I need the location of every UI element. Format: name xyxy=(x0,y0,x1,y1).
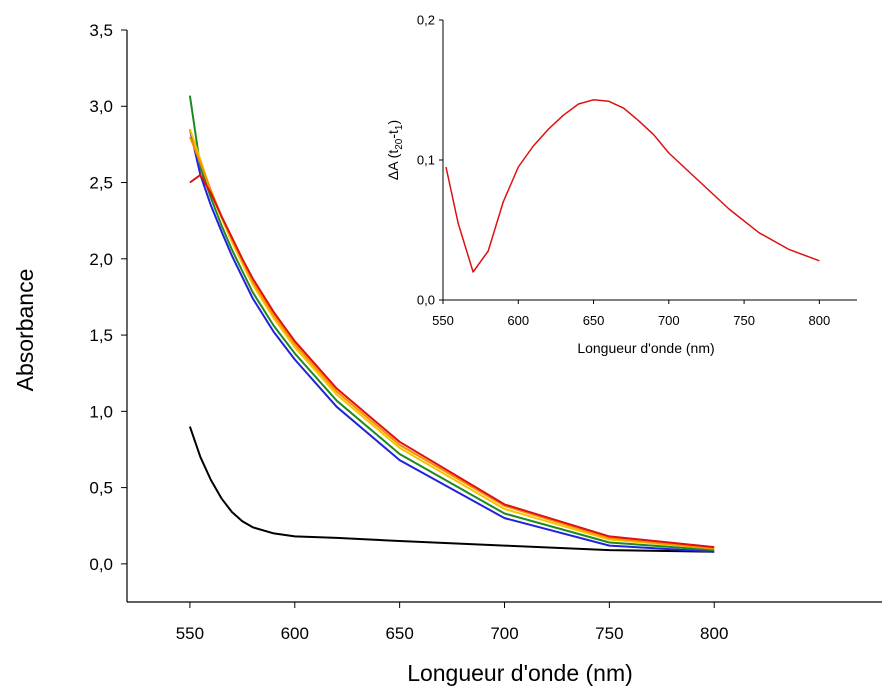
inset-chart: 550 600 650 700 750 800 0,0 0,1 0,2 Longueur d'o… xyxy=(385,13,857,356)
inset-x-tick-label: 650 xyxy=(583,313,605,328)
inset-series-line-0 xyxy=(445,99,820,273)
main-y-tick-label: 3,5 xyxy=(89,21,113,40)
main-series-line-2 xyxy=(188,95,715,552)
main-y-tick-label: 0,5 xyxy=(89,479,113,498)
main-series-line-1 xyxy=(188,128,715,553)
main-y-axis-title: Absorbance xyxy=(12,269,38,392)
main-series xyxy=(188,95,715,553)
main-y-tick-label: 3,0 xyxy=(89,97,113,116)
inset-y-sub1: 20 xyxy=(394,138,405,150)
main-y-tick-label: 1,0 xyxy=(89,402,113,421)
inset-series xyxy=(445,99,820,273)
inset-y-sub2: 1 xyxy=(394,124,405,130)
inset-y-prefix: ΔA (t xyxy=(385,150,401,180)
inset-x-tick-label: 700 xyxy=(658,313,680,328)
inset-y-tick-label: 0,0 xyxy=(417,293,435,308)
main-x-tick-label: 700 xyxy=(490,624,518,643)
main-x-tick-label: 600 xyxy=(281,624,309,643)
inset-x-tick-label: 600 xyxy=(507,313,529,328)
main-x-tick-label: 550 xyxy=(176,624,204,643)
inset-y-tick-label: 0,2 xyxy=(417,13,435,28)
main-chart: 550 600 650 700 750 800 0,0 0,5 1,0 1,5 2,0 2,5 3,0 3… xyxy=(12,21,882,686)
inset-y-suffix: ) xyxy=(385,120,401,125)
main-x-tick-label: 750 xyxy=(595,624,623,643)
inset-y-tick-label: 0,1 xyxy=(417,153,435,168)
inset-y-axis-title: ΔA (t20-t1) xyxy=(385,120,405,180)
inset-x-axis-title: Longueur d'onde (nm) xyxy=(577,340,714,356)
main-y-tick-label: 0,0 xyxy=(89,555,113,574)
inset-x-tick-label: 800 xyxy=(809,313,831,328)
main-x-tick-label: 800 xyxy=(700,624,728,643)
main-y-tick-label: 2,5 xyxy=(89,173,113,192)
inset-x-tick-label: 750 xyxy=(733,313,755,328)
inset-ticks: 550 600 650 700 750 800 0,0 0,1 0,2 xyxy=(417,13,830,328)
inset-y-mid: -t xyxy=(385,130,401,139)
main-series-line-0 xyxy=(188,426,715,553)
main-y-tick-label: 2,0 xyxy=(89,250,113,269)
main-x-axis-title: Longueur d'onde (nm) xyxy=(407,660,633,686)
main-series-line-4 xyxy=(188,136,715,550)
main-x-tick-label: 650 xyxy=(385,624,413,643)
inset-x-tick-label: 550 xyxy=(432,313,454,328)
main-ticks: 550 600 650 700 750 800 0,0 0,5 1,0 1,5 2,0 2,5 3,0 3… xyxy=(89,21,728,643)
main-series-line-5 xyxy=(189,173,715,549)
main-y-tick-label: 1,5 xyxy=(89,326,113,345)
